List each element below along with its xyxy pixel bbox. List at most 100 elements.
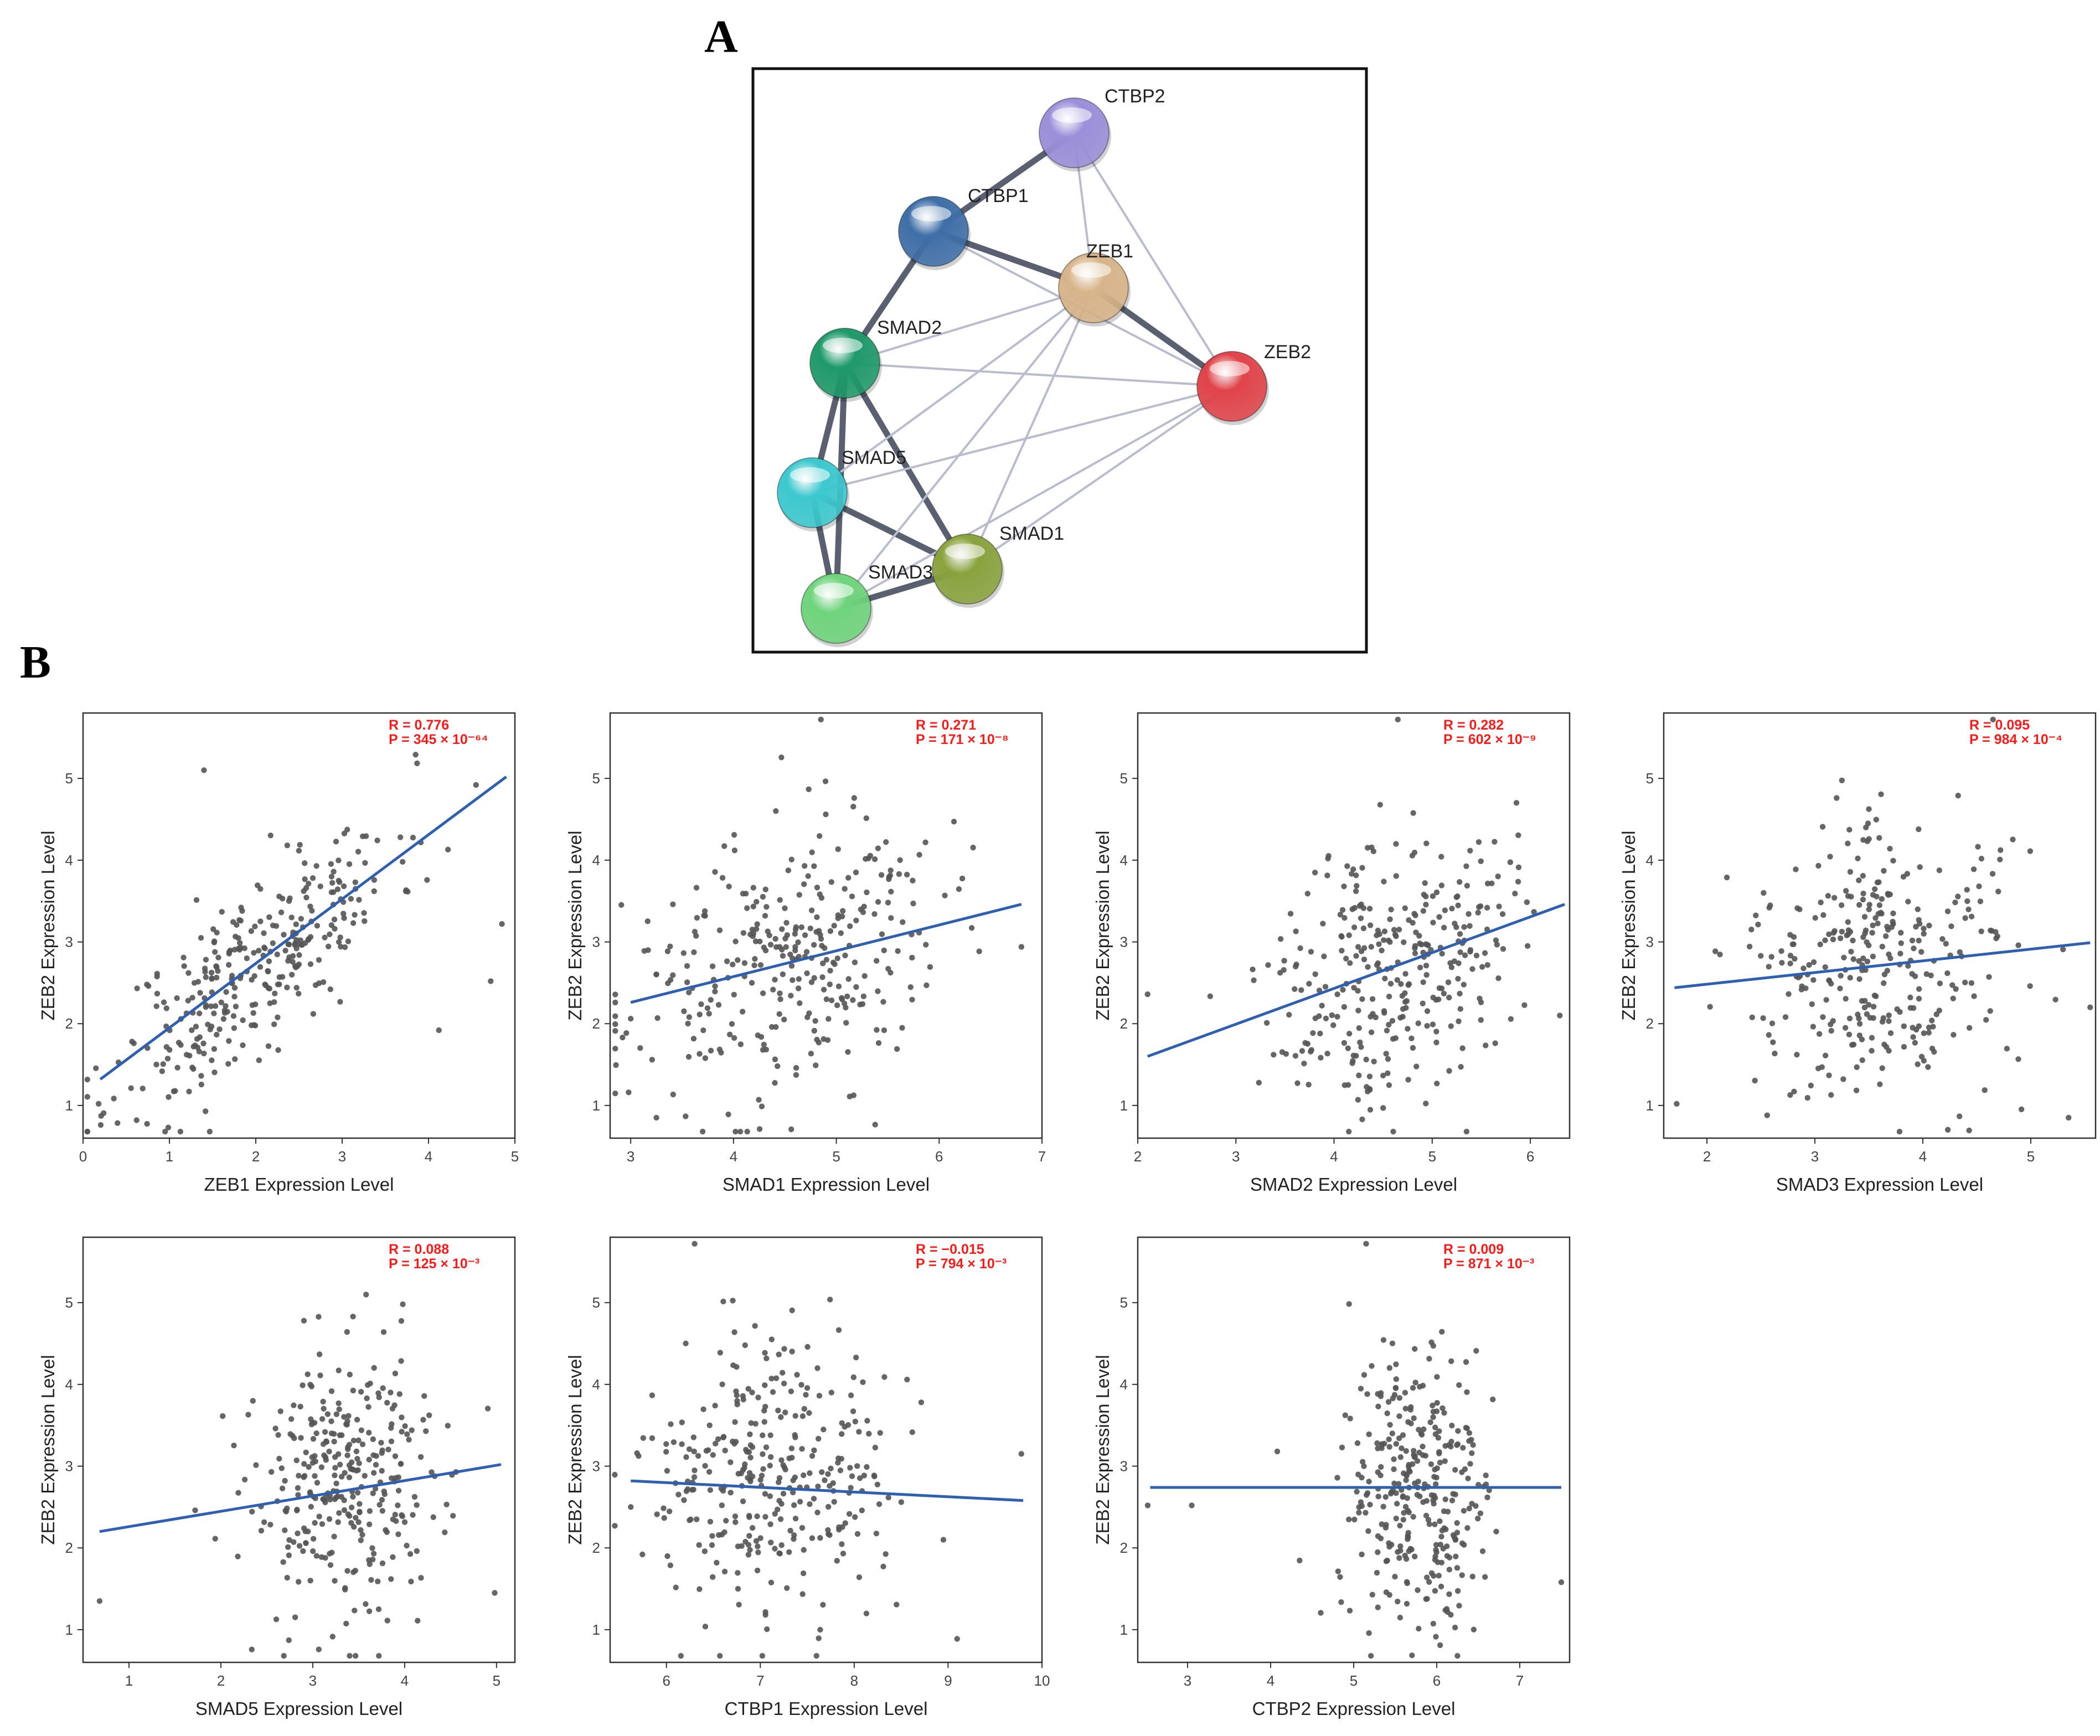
data-point: [1457, 949, 1463, 955]
y-tick-label: 5: [65, 770, 73, 787]
data-point: [1944, 1127, 1951, 1133]
data-point: [1361, 1372, 1368, 1378]
data-point: [1966, 1127, 1972, 1134]
data-point: [337, 934, 343, 941]
data-point: [1874, 879, 1881, 886]
data-point: [1330, 1022, 1337, 1029]
data-point: [1402, 999, 1408, 1005]
data-point: [840, 1551, 847, 1557]
data-point: [772, 1546, 778, 1552]
data-point: [816, 1393, 823, 1399]
data-point: [704, 1005, 711, 1011]
data-point: [1353, 888, 1359, 895]
data-point: [692, 1241, 698, 1247]
data-point: [1422, 1453, 1429, 1459]
node-label-smad5: SMAD5: [842, 447, 906, 468]
data-point: [1363, 1492, 1370, 1498]
data-point: [784, 932, 791, 938]
data-point: [1325, 853, 1332, 859]
data-point: [203, 957, 209, 963]
data-point: [1990, 716, 1996, 723]
data-point: [1839, 928, 1845, 935]
data-point: [817, 932, 823, 938]
data-point: [144, 981, 150, 988]
data-point: [1377, 802, 1383, 808]
data-point: [1375, 1469, 1381, 1475]
data-point: [1463, 1128, 1470, 1135]
data-point: [742, 1342, 748, 1348]
data-point: [781, 1380, 787, 1387]
data-point: [1377, 1393, 1384, 1399]
data-point: [811, 863, 817, 869]
data-point: [1360, 905, 1367, 911]
data-point: [692, 928, 698, 935]
data-point: [653, 972, 659, 978]
data-point: [749, 980, 755, 986]
data-point: [1825, 893, 1831, 899]
data-point: [1413, 1063, 1420, 1070]
data-point: [822, 1477, 828, 1484]
data-point: [271, 1021, 277, 1027]
data-point: [747, 1547, 753, 1553]
y-tick-label: 4: [65, 852, 73, 869]
data-point: [815, 1483, 821, 1490]
data-point: [1837, 985, 1843, 991]
data-point: [171, 1088, 177, 1094]
data-point: [1822, 937, 1828, 943]
data-point: [308, 1504, 314, 1510]
data-point: [1344, 863, 1350, 869]
data-point: [1431, 1573, 1437, 1579]
data-point: [312, 1473, 318, 1479]
data-point: [1831, 928, 1838, 934]
data-point: [1442, 1496, 1448, 1502]
data-point: [1380, 1072, 1386, 1079]
data-point: [1455, 902, 1461, 908]
data-point: [1406, 1461, 1412, 1468]
data-point: [730, 962, 736, 968]
data-point: [1820, 1014, 1826, 1020]
x-tick-label: 5: [511, 1148, 519, 1165]
data-point: [1724, 874, 1730, 881]
data-point: [421, 1393, 427, 1399]
data-point: [1483, 1042, 1489, 1048]
data-point: [1322, 984, 1329, 990]
data-point: [190, 1043, 197, 1050]
data-point: [811, 975, 817, 981]
data-point: [749, 1525, 756, 1531]
data-point: [1830, 936, 1836, 943]
data-point: [653, 1114, 659, 1121]
data-point: [1294, 1080, 1301, 1086]
data-point: [200, 1040, 207, 1047]
data-point: [380, 1329, 387, 1335]
data-point: [1299, 1048, 1306, 1054]
data-point: [336, 879, 343, 885]
data-point: [729, 1021, 735, 1027]
data-point: [1464, 882, 1470, 889]
data-point: [363, 1291, 369, 1298]
data-point: [275, 981, 281, 988]
correlation-p: P = 125 × 10⁻³: [389, 1256, 479, 1272]
data-point: [691, 949, 697, 955]
data-point: [1393, 1490, 1399, 1496]
data-point: [341, 1414, 347, 1420]
data-point: [1860, 955, 1866, 962]
data-point: [1434, 1374, 1440, 1380]
data-point: [866, 1430, 872, 1437]
data-point: [1418, 1430, 1425, 1437]
data-point: [731, 1329, 737, 1335]
data-point: [1454, 1588, 1461, 1594]
data-point: [1349, 1060, 1355, 1066]
data-point: [752, 1322, 758, 1329]
data-point: [1875, 920, 1881, 927]
data-point: [1515, 864, 1522, 870]
data-point: [226, 1038, 232, 1044]
data-point: [760, 1432, 766, 1439]
data-point: [1410, 810, 1416, 816]
data-point: [342, 1585, 348, 1591]
data-point: [1885, 891, 1891, 897]
data-point: [178, 1042, 184, 1048]
data-point: [1412, 1553, 1418, 1559]
data-point: [1512, 890, 1518, 897]
data-point: [372, 1486, 379, 1492]
data-point: [445, 846, 451, 852]
